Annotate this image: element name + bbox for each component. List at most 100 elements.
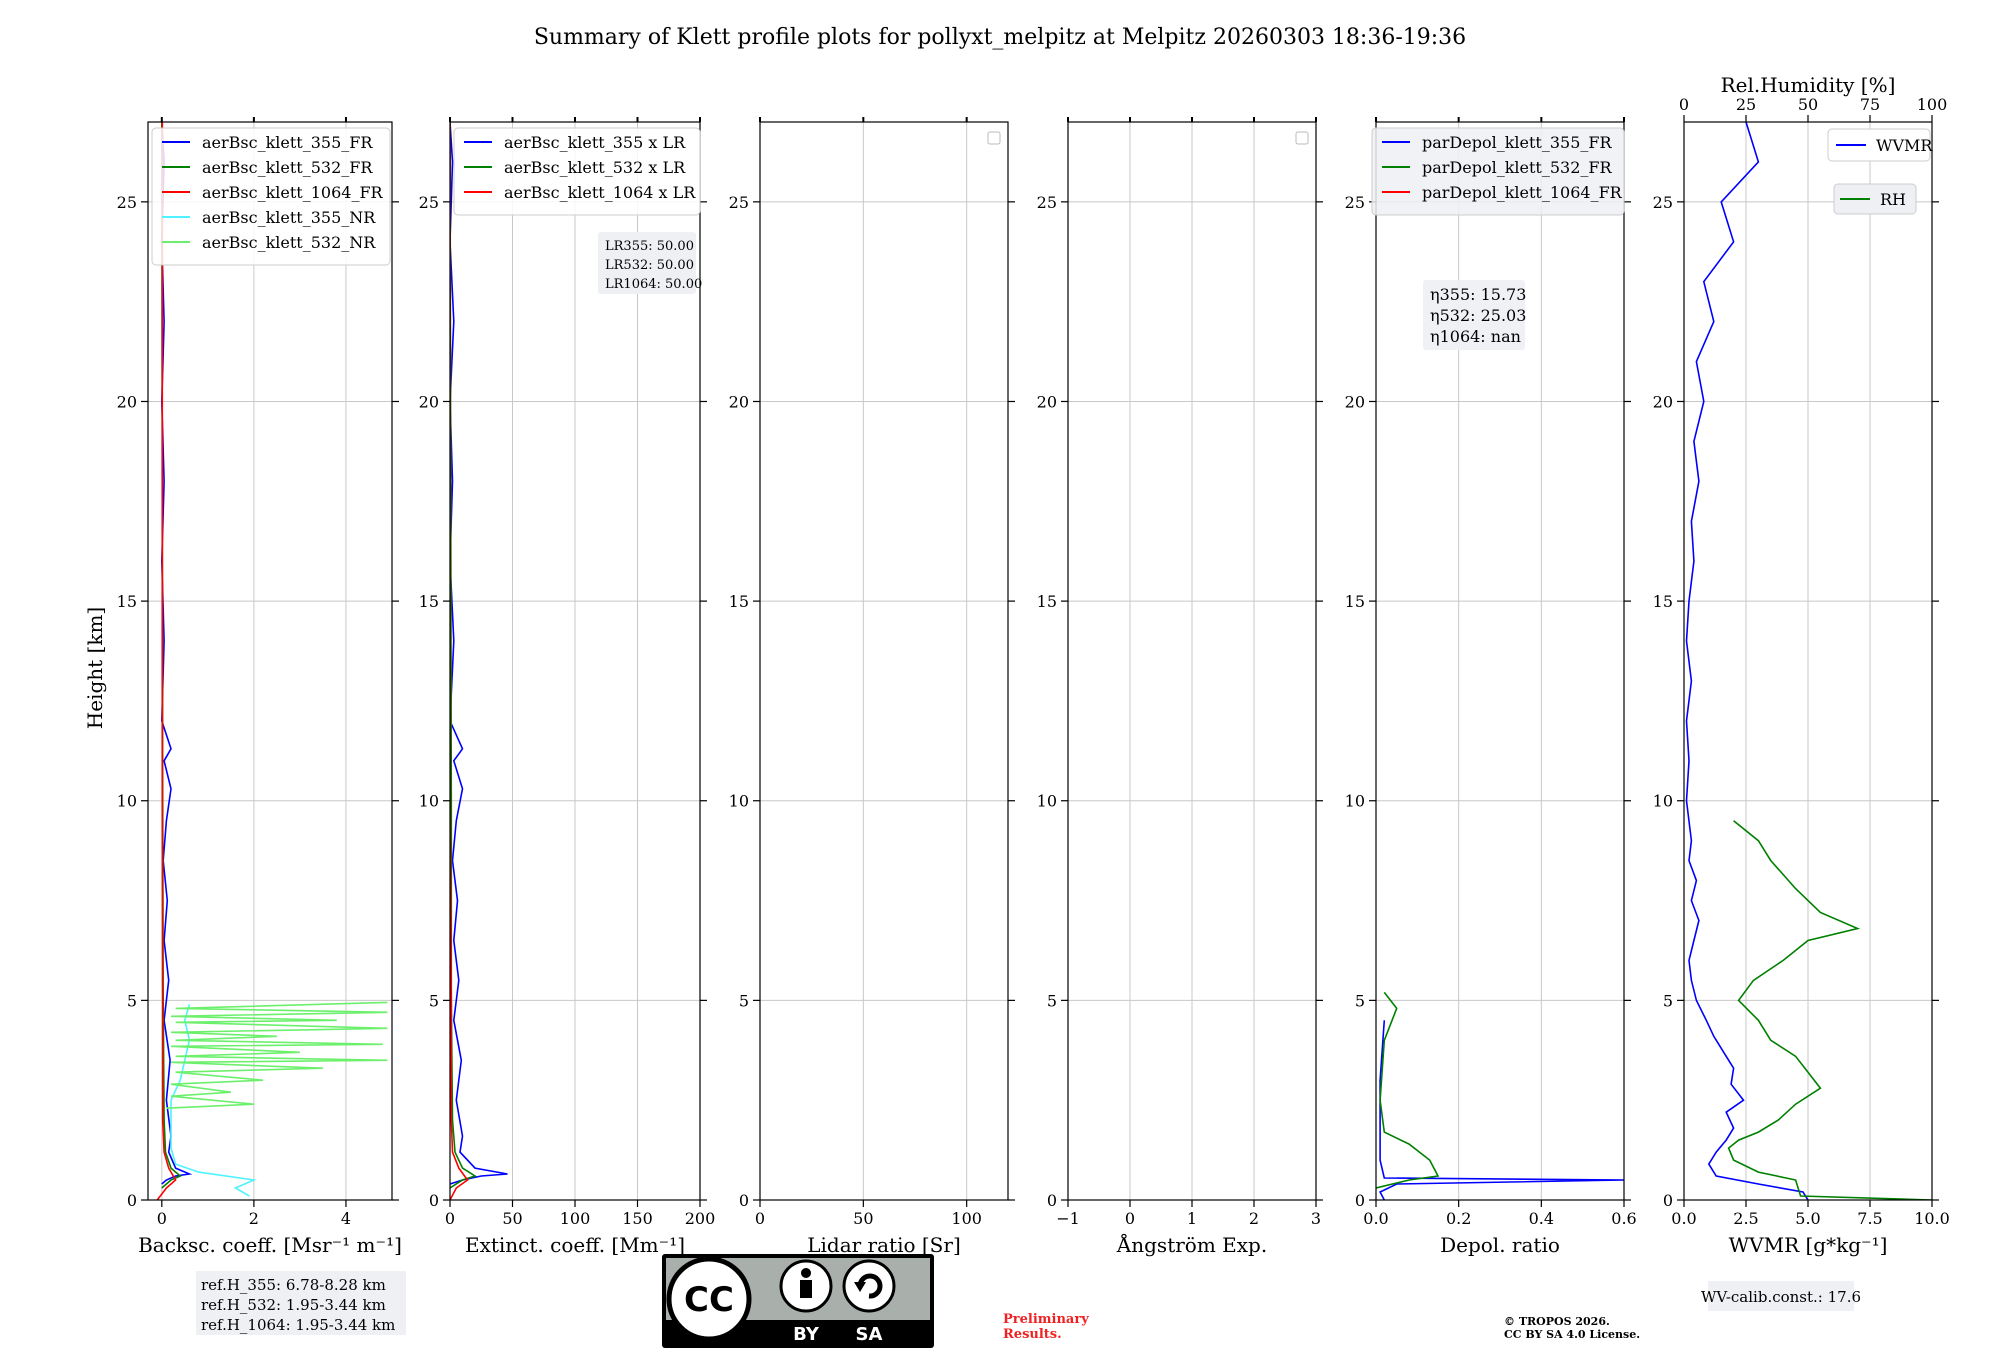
- cc-logo-icon: [666, 1256, 752, 1342]
- panel-depol: 0 5 10 15 20 25 0.0 0.2 0.4 0.6 Depol. ratio parDep…: [1345, 117, 1637, 1257]
- panel-lidar-ratio: 0 5 10 15 20 25 0 50 100 Lidar ratio [Sr]: [729, 117, 1015, 1257]
- x-tick-label: 200: [685, 1209, 716, 1228]
- y-tick-label: 20: [1037, 392, 1057, 411]
- legend-label: parDepol_klett_355_FR: [1422, 133, 1613, 152]
- x2-tick-label: 100: [1917, 95, 1948, 114]
- y-tick-label: 5: [1663, 991, 1673, 1010]
- series-group: [1685, 122, 1932, 1200]
- legend-backscatter: aerBsc_klett_355_FR aerBsc_klett_532_FRae…: [151, 127, 391, 266]
- x-tick-label: 2: [1249, 1209, 1259, 1228]
- wv-calib-box: [1708, 1281, 1854, 1311]
- legend-frame: [1371, 127, 1625, 216]
- x-tick-label: 100: [560, 1209, 591, 1228]
- x-tick-label: 0: [157, 1209, 167, 1228]
- x-tick-label: 0.6: [1611, 1209, 1636, 1228]
- y-tick-label: 20: [419, 392, 439, 411]
- legend-label: aerBsc_klett_355_NR: [202, 208, 376, 227]
- x-tick-label: 0: [1125, 1209, 1135, 1228]
- x-tick-label: 10.0: [1914, 1209, 1950, 1228]
- panel-backscatter: 0 5 10 15 20 25 0 2 4 Backsc. coeff. [Msr⁻¹ m⁻¹] a…: [117, 117, 402, 1257]
- y-tick-label: 5: [429, 991, 439, 1010]
- series-line-aerBsc_klett_1064_FR: [156, 122, 177, 1200]
- legend-label: aerBsc_klett_355_FR: [202, 133, 373, 152]
- y-tick-label: 15: [117, 592, 137, 611]
- sa-label: SA: [856, 1324, 883, 1345]
- panel-wvmr: 0 5 10 15 20 25 0.0 2.5 5.0 7.5 10.0 WVMR [g*kg⁻¹] 0…: [1653, 73, 1950, 1311]
- eta-annotation: η355: 15.73 η532: 25.03 η1064: nan: [1423, 280, 1526, 350]
- legend-frame: [151, 127, 391, 266]
- legend-label: aerBsc_klett_1064 x LR: [504, 183, 696, 202]
- y-tick-label: 5: [127, 991, 137, 1010]
- empty-legend-box: [987, 131, 1001, 145]
- y-tick-label: 10: [1653, 792, 1673, 811]
- y-tick-label: 5: [1047, 991, 1057, 1010]
- legend-frame-wvmr: [1827, 128, 1931, 162]
- figure-title: Summary of Klett profile plots for polly…: [534, 25, 1466, 50]
- y-tick-label: 0: [429, 1191, 439, 1210]
- x-tick-label: 0.0: [1671, 1209, 1696, 1228]
- x-axis-label: Ångström Exp.: [1116, 1232, 1267, 1257]
- panel-frame: [759, 121, 1009, 1201]
- x-tick-label: 0.4: [1529, 1209, 1554, 1228]
- refbox-line-355: ref.H_355: 6.78-8.28 km: [201, 1276, 386, 1294]
- refbox-background: [196, 1271, 406, 1335]
- y-tick-label: 0: [1663, 1191, 1673, 1210]
- series-group: [450, 122, 508, 1200]
- x-tick-label: 7.5: [1857, 1209, 1882, 1228]
- y-tick-label: 25: [729, 193, 749, 212]
- annotation-line: LR355: 50.00: [605, 239, 694, 254]
- panel-frame: [147, 121, 393, 1201]
- x-tick-label: 4: [341, 1209, 351, 1228]
- panels: 0 5 10 15 20 25 0 2 4 Backsc. coeff. [Msr⁻¹ m⁻¹] a…: [117, 73, 1950, 1311]
- series-line-RH: [1727, 820, 1932, 1200]
- x-tick-label: 0.2: [1446, 1209, 1471, 1228]
- x-tick-label: 0: [445, 1209, 455, 1228]
- series-line-WVMR: [1685, 122, 1809, 1200]
- x2-tick-label: 25: [1736, 95, 1756, 114]
- legend-label-rh: RH: [1880, 190, 1906, 209]
- x-axis-label: WVMR [g*kg⁻¹]: [1729, 1233, 1888, 1257]
- annotation-line: LR1064: 50.00: [605, 277, 702, 292]
- y-tick-label: 5: [739, 991, 749, 1010]
- x-axis-label: Backsc. coeff. [Msr⁻¹ m⁻¹]: [138, 1233, 402, 1257]
- y-tick-label: 15: [1037, 592, 1057, 611]
- y-tick-label: 0: [1355, 1191, 1365, 1210]
- legend-label: aerBsc_klett_532_FR: [202, 158, 373, 177]
- reference-height-box: ref.H_355: 6.78-8.28 km ref.H_532: 1.95-…: [196, 1271, 406, 1335]
- x-tick-label: 2.5: [1733, 1209, 1758, 1228]
- x-tick-label: 0: [755, 1209, 765, 1228]
- series-line-aerBsc_klett_532_NR: [166, 1001, 388, 1109]
- y-tick-label: 10: [729, 792, 749, 811]
- y-tick-label: 25: [1653, 193, 1673, 212]
- refbox-line-532: ref.H_532: 1.95-3.44 km: [201, 1296, 386, 1314]
- y-tick-label: 5: [1355, 991, 1365, 1010]
- x-tick-label: 0.0: [1363, 1209, 1388, 1228]
- x-axis-label: Extinct. coeff. [Mm⁻¹]: [465, 1233, 685, 1257]
- cc-license-badge: CC BY SA: [662, 1254, 934, 1348]
- annotation-line: η532: 25.03: [1430, 306, 1526, 325]
- y-tick-label: 0: [1047, 1191, 1057, 1210]
- empty-legend-box: [1295, 131, 1309, 145]
- y-tick-label: 10: [419, 792, 439, 811]
- x-tick-label: 50: [502, 1209, 522, 1228]
- x-axis-label: Lidar ratio [Sr]: [807, 1233, 961, 1257]
- x2-tick-label: 0: [1679, 95, 1689, 114]
- y-tick-label: 15: [729, 592, 749, 611]
- y-tick-label: 20: [1653, 392, 1673, 411]
- series-group: [1376, 991, 1624, 1200]
- annotation-line: LR532: 50.00: [605, 258, 694, 273]
- legend-label-wvmr: WVMR: [1876, 136, 1933, 155]
- legend-label: parDepol_klett_1064_FR: [1422, 183, 1623, 202]
- legend-label: parDepol_klett_532_FR: [1422, 158, 1613, 177]
- y-tick-label: 25: [1037, 193, 1057, 212]
- legend-label: aerBsc_klett_355 x LR: [504, 133, 686, 152]
- x-tick-label: 150: [622, 1209, 653, 1228]
- x-tick-label: 3: [1311, 1209, 1321, 1228]
- y-tick-label: 20: [729, 392, 749, 411]
- x-tick-label: 5.0: [1795, 1209, 1820, 1228]
- preliminary-line-1: Preliminary: [1003, 1312, 1089, 1327]
- annotation-frame: [598, 232, 696, 294]
